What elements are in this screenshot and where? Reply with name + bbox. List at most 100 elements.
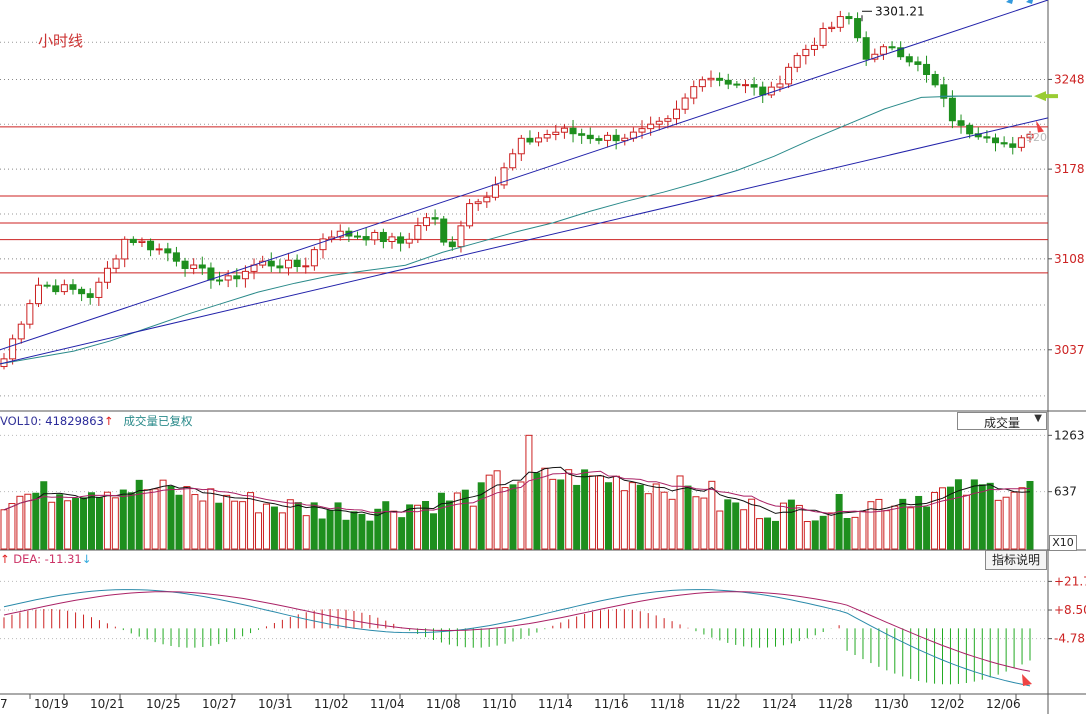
candle-body	[121, 238, 129, 260]
volume-bar	[787, 499, 795, 550]
volume-bar	[827, 512, 835, 550]
volume-bar	[1026, 480, 1034, 550]
candle-body	[923, 63, 931, 75]
candle-body	[750, 84, 758, 88]
candle-body	[698, 79, 706, 88]
indicator-select[interactable]: 成交量 ▼	[957, 412, 1047, 430]
macd-tick-label: +8.50	[1054, 603, 1086, 617]
macd-tick-label: +21.79	[1054, 574, 1086, 588]
candle-body	[276, 265, 284, 269]
dea-legend-name: DEA	[13, 552, 38, 566]
volume-bar	[509, 484, 517, 550]
volume-bar	[8, 503, 16, 550]
candle-body	[9, 338, 17, 360]
volume-bar	[533, 472, 541, 550]
candle-body	[810, 44, 818, 50]
candle-body	[457, 225, 465, 248]
date-label: 11/28	[818, 697, 853, 711]
macd-histogram	[3, 608, 1031, 685]
candle-body	[474, 201, 482, 205]
candle-body	[414, 225, 422, 240]
moving-average-line	[0, 95, 1032, 365]
volume-bar	[779, 502, 787, 550]
date-label: 11/30	[874, 697, 909, 711]
candle-body	[707, 77, 715, 81]
volume-bar	[541, 467, 549, 550]
candle-body	[491, 184, 499, 198]
volume-bar	[374, 508, 382, 550]
volume-bar	[557, 479, 565, 550]
candle-body	[138, 240, 146, 243]
volume-bar	[223, 494, 231, 550]
volume-bar	[1010, 491, 1018, 550]
volume-bar	[946, 486, 954, 550]
candle-body	[302, 265, 310, 268]
green-arrow-icon	[1034, 91, 1058, 102]
volume-bar	[644, 493, 652, 550]
volume-bar	[48, 501, 56, 550]
volume-bar	[143, 489, 151, 550]
price-tick-label: 3178	[1054, 162, 1085, 176]
candle-body	[604, 134, 612, 141]
candlestick-series	[0, 10, 1034, 370]
volume-bar	[931, 491, 939, 550]
date-label: 10/25	[146, 697, 181, 711]
volume-bar	[835, 493, 843, 550]
candle-body	[690, 86, 698, 99]
candle-body	[655, 120, 663, 125]
volume-multiplier: X10	[1049, 535, 1077, 551]
volume-bar	[477, 482, 485, 550]
candle-body	[172, 252, 180, 262]
volume-bar	[581, 469, 589, 550]
candle-body	[862, 37, 870, 60]
up-arrow-icon: ↑	[103, 414, 114, 428]
candle-body	[241, 270, 249, 280]
volume-bar	[740, 509, 748, 550]
volume-bar	[286, 499, 294, 550]
candle-body	[285, 259, 293, 269]
candle-body	[17, 323, 25, 340]
candle-body	[440, 218, 448, 243]
indicator-help-button[interactable]: 指标说明	[985, 550, 1047, 570]
candle-body	[716, 77, 724, 81]
volume-bar	[199, 500, 207, 550]
candle-body	[52, 285, 60, 293]
volume-bar	[978, 484, 986, 550]
blue-marker-icon	[1026, 0, 1033, 4]
candle-body	[552, 131, 560, 135]
volume-bar	[501, 487, 509, 550]
candle-body	[319, 238, 327, 251]
candle-body	[647, 123, 655, 130]
volume-bar	[24, 493, 32, 550]
candle-body	[914, 61, 922, 65]
chevron-down-icon: ▼	[1034, 413, 1042, 424]
candle-body	[767, 86, 775, 96]
volume-bar	[962, 494, 970, 550]
candle-body	[103, 267, 111, 283]
date-label: 10/27	[202, 697, 237, 711]
date-label: 7	[0, 697, 8, 711]
price-tick-label: 3248	[1054, 72, 1085, 86]
volume-adjusted-note: 成交量已复权	[123, 414, 193, 428]
volume-bar	[1018, 487, 1026, 550]
volume-bar	[795, 504, 803, 550]
volume-bar	[358, 513, 366, 550]
volume-bar	[262, 503, 270, 550]
candle-body	[931, 73, 939, 86]
candle-body	[940, 84, 948, 99]
candle-body	[147, 240, 155, 251]
volume-bar	[994, 499, 1002, 550]
dea-line	[3, 591, 1031, 672]
candle-body	[560, 127, 568, 133]
candle-body	[948, 97, 956, 122]
candle-body	[207, 267, 215, 281]
date-label: 11/22	[706, 697, 741, 711]
candle-body	[836, 16, 844, 28]
candle-body	[509, 153, 517, 169]
volume-bar	[151, 488, 159, 550]
candle-body	[78, 288, 86, 295]
volume-bar	[437, 492, 445, 550]
candle-body	[60, 284, 68, 293]
date-label: 12/02	[930, 697, 965, 711]
